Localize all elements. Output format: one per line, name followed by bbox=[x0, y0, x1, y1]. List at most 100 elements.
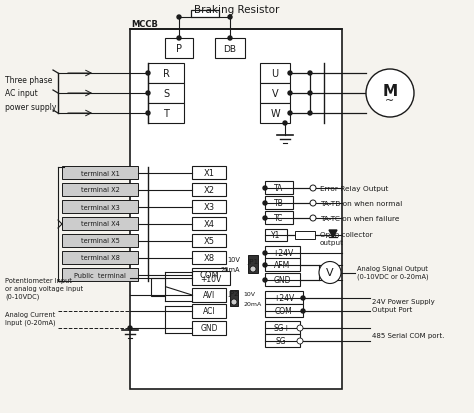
Circle shape bbox=[228, 37, 232, 41]
Circle shape bbox=[146, 112, 150, 116]
Bar bbox=[265, 197, 293, 209]
Text: TA-TB on when normal: TA-TB on when normal bbox=[320, 201, 402, 206]
Circle shape bbox=[308, 72, 312, 76]
Bar bbox=[248, 255, 258, 273]
Bar bbox=[192, 268, 226, 281]
Bar bbox=[192, 321, 226, 335]
Bar bbox=[265, 304, 303, 317]
Text: 485 Serial COM port.: 485 Serial COM port. bbox=[372, 332, 444, 338]
Circle shape bbox=[128, 326, 132, 330]
Text: AFM: AFM bbox=[274, 260, 291, 269]
Bar bbox=[191, 11, 219, 18]
Text: GND: GND bbox=[200, 324, 218, 333]
Circle shape bbox=[288, 72, 292, 76]
Text: AVI: AVI bbox=[203, 291, 215, 300]
Text: Public  terminal: Public terminal bbox=[74, 272, 126, 278]
Text: 10V: 10V bbox=[227, 256, 240, 262]
Circle shape bbox=[231, 299, 237, 305]
Text: V: V bbox=[272, 89, 278, 99]
Text: SG+: SG+ bbox=[274, 323, 291, 332]
Circle shape bbox=[177, 37, 181, 41]
Bar bbox=[148, 64, 184, 84]
Text: terminal X2: terminal X2 bbox=[81, 187, 119, 193]
Bar bbox=[62, 252, 138, 264]
Bar bbox=[265, 259, 300, 271]
Text: SG-: SG- bbox=[276, 336, 289, 345]
Text: JP1: JP1 bbox=[247, 259, 258, 264]
Text: TA: TA bbox=[274, 183, 283, 192]
Circle shape bbox=[310, 185, 316, 192]
Bar bbox=[62, 218, 138, 230]
Circle shape bbox=[301, 309, 305, 313]
Text: COM: COM bbox=[199, 271, 219, 279]
Text: T: T bbox=[163, 109, 169, 119]
Bar bbox=[62, 166, 138, 180]
Circle shape bbox=[310, 201, 316, 206]
Text: terminal X8: terminal X8 bbox=[81, 255, 119, 261]
Circle shape bbox=[297, 338, 303, 344]
Bar bbox=[62, 235, 138, 247]
Text: M: M bbox=[383, 83, 398, 98]
Bar bbox=[265, 334, 300, 347]
Bar bbox=[265, 321, 300, 334]
Bar bbox=[265, 273, 300, 286]
Circle shape bbox=[283, 122, 287, 126]
Bar bbox=[151, 278, 165, 296]
Circle shape bbox=[288, 92, 292, 96]
Text: 10V: 10V bbox=[243, 292, 255, 297]
Bar bbox=[265, 211, 293, 224]
Bar bbox=[192, 218, 226, 230]
Text: +24V: +24V bbox=[273, 293, 295, 302]
Circle shape bbox=[288, 112, 292, 116]
Bar bbox=[62, 201, 138, 214]
Text: +10V: +10V bbox=[201, 274, 222, 283]
Circle shape bbox=[297, 325, 303, 331]
Circle shape bbox=[263, 216, 267, 221]
Bar bbox=[260, 84, 290, 104]
Bar bbox=[192, 235, 226, 247]
Text: X8: X8 bbox=[203, 254, 215, 262]
Text: TB: TB bbox=[274, 199, 284, 207]
Text: terminal X5: terminal X5 bbox=[81, 238, 119, 244]
Bar bbox=[62, 183, 138, 197]
Text: terminal X4: terminal X4 bbox=[81, 221, 119, 227]
Circle shape bbox=[263, 278, 267, 282]
Circle shape bbox=[250, 266, 256, 272]
Bar bbox=[192, 288, 226, 302]
Circle shape bbox=[301, 296, 305, 300]
Circle shape bbox=[263, 187, 267, 190]
Text: Y1: Y1 bbox=[271, 231, 281, 240]
Circle shape bbox=[263, 202, 267, 206]
Text: terminal X1: terminal X1 bbox=[81, 170, 119, 176]
Bar bbox=[192, 166, 226, 180]
Text: +24V: +24V bbox=[272, 248, 293, 257]
Text: R: R bbox=[163, 69, 169, 79]
Circle shape bbox=[310, 216, 316, 221]
Bar bbox=[192, 252, 226, 264]
Text: Braking Resistor: Braking Resistor bbox=[194, 5, 280, 15]
Bar bbox=[230, 290, 238, 306]
Bar bbox=[260, 104, 290, 124]
Text: ACI: ACI bbox=[203, 307, 215, 316]
Text: X5: X5 bbox=[203, 236, 215, 245]
Text: Analog Signal Output
(0-10VDC or 0-20mA): Analog Signal Output (0-10VDC or 0-20mA) bbox=[357, 265, 428, 280]
Circle shape bbox=[146, 72, 150, 76]
Bar bbox=[192, 271, 230, 285]
Text: P: P bbox=[176, 44, 182, 54]
Bar bbox=[265, 247, 300, 259]
Bar bbox=[192, 304, 226, 318]
Bar bbox=[265, 182, 293, 195]
Circle shape bbox=[319, 262, 341, 284]
Text: TC: TC bbox=[274, 214, 283, 223]
Text: terminal X3: terminal X3 bbox=[81, 204, 119, 210]
Bar bbox=[260, 64, 290, 84]
Text: JP2: JP2 bbox=[229, 290, 239, 296]
Text: 24V Power Supply
Output Port: 24V Power Supply Output Port bbox=[372, 298, 435, 312]
Circle shape bbox=[308, 92, 312, 96]
Circle shape bbox=[177, 16, 181, 20]
Bar bbox=[295, 231, 315, 240]
Bar bbox=[62, 268, 138, 281]
Circle shape bbox=[263, 263, 267, 267]
Text: U: U bbox=[272, 69, 279, 79]
Circle shape bbox=[146, 92, 150, 96]
